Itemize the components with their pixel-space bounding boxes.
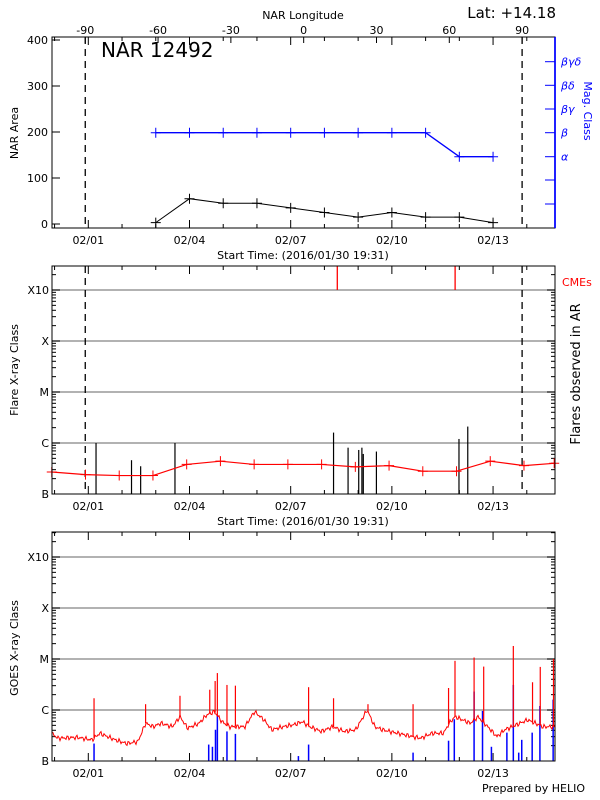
longitude-axis-title: NAR Longitude: [262, 9, 344, 22]
mag-class-point: [150, 127, 161, 138]
y-tick-label: 200: [27, 126, 48, 139]
flare-average-point: [316, 459, 327, 470]
x-tick-label: 02/13: [477, 500, 509, 513]
x-tick-label: 02/04: [174, 767, 206, 780]
region-title: NAR 12492: [101, 38, 214, 62]
y-tick-label: X10: [27, 551, 49, 564]
y-tick-label: M: [40, 386, 50, 399]
area-point: [386, 207, 397, 218]
area-point: [251, 198, 262, 209]
area-point: [218, 198, 229, 209]
mag-class-point: [454, 151, 465, 162]
y-tick-label: X10: [27, 284, 49, 297]
area-point: [319, 207, 330, 218]
middle-panel-xlabel: Start Time: (2016/01/30 19:31): [217, 515, 389, 528]
flare-average-point: [451, 466, 462, 477]
credit-label: Prepared by HELIO: [482, 782, 585, 795]
flare-average-line: [51, 460, 555, 477]
cme-label: CMEs: [562, 276, 592, 289]
flare-average-point: [350, 461, 361, 472]
flare-average-point: [80, 469, 91, 480]
x-tick-label: 02/07: [275, 500, 307, 513]
x-tick-label: 02/01: [72, 767, 104, 780]
goes-flux-line: [51, 709, 556, 747]
area-point: [454, 212, 465, 223]
y-tick-label: B: [41, 488, 49, 501]
x-tick-label: 02/10: [376, 234, 408, 247]
mag-class-axis-title: Mag. Class: [581, 81, 594, 140]
mag-class-tick-label: βγδ: [560, 56, 582, 69]
flare-average-point: [147, 470, 158, 481]
x-tick-label: 02/01: [72, 500, 104, 513]
y-tick-label: 400: [27, 34, 48, 47]
mag-class-tick-label: βδ: [560, 79, 575, 92]
mag-class-point: [488, 151, 499, 162]
area-point: [150, 217, 161, 228]
x-tick-label: 02/07: [275, 234, 307, 247]
longitude-tick-label: 60: [442, 24, 456, 37]
goes-class-axis-title: GOES X-ray Class: [8, 600, 21, 696]
area-point: [488, 217, 499, 228]
longitude-tick-label: 0: [300, 24, 307, 37]
mag-class-point: [251, 127, 262, 138]
flare-average-point: [215, 456, 226, 467]
y-tick-label: X: [41, 602, 49, 615]
x-tick-label: 02/07: [275, 767, 307, 780]
mag-class-point: [386, 127, 397, 138]
x-tick-label: 02/04: [174, 500, 206, 513]
x-tick-label: 02/13: [477, 767, 509, 780]
flare-average-point: [549, 458, 560, 469]
y-tick-label: C: [41, 704, 49, 717]
y-tick-label: 100: [27, 172, 48, 185]
x-tick-label: 02/04: [174, 234, 206, 247]
y-tick-label: C: [41, 437, 49, 450]
area-point: [420, 212, 431, 223]
mag-class-point: [184, 127, 195, 138]
flare-average-point: [181, 459, 192, 470]
y-tick-label: 0: [41, 218, 48, 231]
flare-average-point: [282, 459, 293, 470]
flare-average-point: [485, 456, 496, 467]
flare-average-point: [249, 459, 260, 470]
x-tick-label: 02/01: [72, 234, 104, 247]
longitude-tick-label: -90: [76, 24, 94, 37]
mag-class-point: [420, 127, 431, 138]
mag-class-point: [353, 127, 364, 138]
bottom-panel-frame: [51, 531, 556, 762]
longitude-tick-label: 30: [369, 24, 383, 37]
y-tick-label: M: [40, 653, 50, 666]
y-tick-label: 300: [27, 80, 48, 93]
flare-class-axis-title: Flare X-ray Class: [8, 324, 21, 416]
y-tick-label: X: [41, 335, 49, 348]
area-point: [353, 212, 364, 223]
area-point: [285, 202, 296, 213]
middle-panel-frame: [51, 265, 556, 495]
nar-area-axis-title: NAR Area: [8, 107, 21, 159]
longitude-tick-label: -30: [222, 24, 240, 37]
area-point: [184, 193, 195, 204]
flare-average-point: [114, 470, 125, 481]
chart-marks: 02/01 02/04 02/07 02/10 02/130100200300400-9…: [27, 24, 582, 780]
mag-class-point: [319, 127, 330, 138]
longitude-tick-label: -60: [149, 24, 167, 37]
x-tick-label: 02/10: [376, 767, 408, 780]
longitude-tick-label: 90: [515, 24, 529, 37]
x-tick-label: 02/13: [477, 234, 509, 247]
flare-average-point: [518, 460, 529, 471]
mag-class-tick-label: β: [560, 127, 568, 140]
y-tick-label: B: [41, 755, 49, 768]
flare-average-point: [384, 460, 395, 471]
flares-observed-axis-title: Flares observed in AR: [569, 303, 584, 444]
top-panel-xlabel: Start Time: (2016/01/30 19:31): [217, 249, 389, 262]
mag-class-tick-label: βγ: [560, 103, 575, 116]
mag-class-tick-label: α: [561, 151, 569, 164]
x-tick-label: 02/10: [376, 500, 408, 513]
latitude-label: Lat: +14.18: [467, 4, 556, 22]
flare-average-point: [417, 466, 428, 477]
mag-class-point: [218, 127, 229, 138]
mag-class-point: [285, 127, 296, 138]
